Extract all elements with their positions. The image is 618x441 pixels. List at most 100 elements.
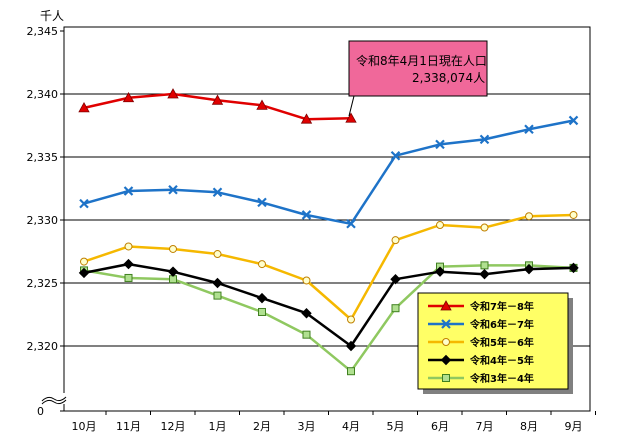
data-point xyxy=(479,134,490,145)
callout-line2: 2,338,074人 xyxy=(412,71,485,85)
data-point xyxy=(434,266,446,277)
legend-label: 令和6年－7年 xyxy=(469,318,534,331)
callout-box xyxy=(348,40,488,97)
x-tick-label: 3月 xyxy=(298,420,316,433)
data-point xyxy=(479,268,490,280)
x-tick-label: 5月 xyxy=(387,420,405,433)
legend-label: 令和4年－5年 xyxy=(469,354,534,367)
y-tick-label: 2,340 xyxy=(27,88,59,101)
data-point xyxy=(211,94,224,105)
data-point xyxy=(480,223,489,232)
series-4 xyxy=(80,261,578,376)
data-point xyxy=(212,277,223,289)
x-tick-label: 11月 xyxy=(116,420,141,433)
legend-item: 令和3年－4年 xyxy=(428,372,534,385)
series-group xyxy=(78,88,579,376)
legend-marker xyxy=(440,354,452,366)
series-line xyxy=(83,264,574,373)
data-point xyxy=(345,340,357,352)
y-tick-label: 2,330 xyxy=(27,214,59,227)
data-point xyxy=(524,124,534,135)
y-tick-label: 2,325 xyxy=(27,277,59,290)
data-point xyxy=(301,308,312,319)
data-point xyxy=(212,187,223,198)
data-point xyxy=(80,257,88,266)
legend-label: 令和3年－4年 xyxy=(469,372,534,385)
x-tick-label: 8月 xyxy=(520,420,538,433)
data-point xyxy=(347,315,355,324)
data-point xyxy=(256,292,268,304)
legend-item: 令和6年－7年 xyxy=(428,318,534,331)
data-point xyxy=(78,102,90,113)
y-tick-label: 2,345 xyxy=(27,25,59,38)
legend-label: 令和5年－6年 xyxy=(469,336,534,349)
data-point xyxy=(167,266,179,277)
data-point xyxy=(213,250,222,259)
legend-label: 令和7年－8年 xyxy=(469,300,534,313)
data-point xyxy=(391,236,400,245)
data-point xyxy=(568,262,579,274)
legend-marker xyxy=(442,374,450,382)
x-tick-label: 9月 xyxy=(565,420,583,433)
x-tick-label: 1月 xyxy=(209,420,227,433)
data-point xyxy=(123,186,134,196)
series-line xyxy=(83,213,574,321)
data-point xyxy=(167,88,179,99)
legend-marker xyxy=(440,300,452,311)
data-point xyxy=(168,184,178,195)
data-point xyxy=(300,113,313,124)
data-point xyxy=(78,267,90,279)
y-tick-label: 2,320 xyxy=(27,340,59,353)
data-point xyxy=(345,112,357,123)
data-point xyxy=(436,221,444,230)
data-point xyxy=(391,304,400,313)
legend-item: 令和5年－6年 xyxy=(428,336,534,349)
x-axis-ticks: 10月 11月 12月 1月 2月 3月 4月 5月 6月 7月 8月 9月 xyxy=(72,411,596,433)
data-point xyxy=(569,210,578,219)
series-1 xyxy=(79,115,579,229)
y-axis-ticks: 2,320 2,325 2,330 2,335 2,340 2,345 0 xyxy=(27,25,59,418)
x-tick-label: 4月 xyxy=(342,420,360,433)
data-point xyxy=(123,258,134,270)
data-point xyxy=(213,291,222,300)
data-point xyxy=(302,330,311,339)
series-3 xyxy=(78,258,579,352)
data-point xyxy=(79,198,89,209)
y-axis-unit-label: 千人 xyxy=(40,9,64,23)
data-point xyxy=(169,244,177,253)
x-tick-label: 12月 xyxy=(161,420,186,433)
x-tick-label: 6月 xyxy=(431,420,449,433)
data-point xyxy=(568,115,579,126)
data-point xyxy=(257,197,267,208)
population-callout: 令和8年4月1日現在人口 2,338,074人 xyxy=(348,40,488,117)
callout-line1: 令和8年4月1日現在人口 xyxy=(356,53,487,68)
data-point xyxy=(122,91,135,103)
x-tick-label: 10月 xyxy=(72,420,97,433)
series-line xyxy=(83,119,574,226)
legend-marker xyxy=(442,338,450,346)
y-tick-label-zero: 0 xyxy=(37,405,44,418)
data-point xyxy=(346,219,356,229)
data-point xyxy=(301,210,312,220)
x-tick-label: 7月 xyxy=(476,420,494,433)
x-tick-label: 2月 xyxy=(253,420,271,433)
data-point xyxy=(124,273,133,282)
data-point xyxy=(124,242,133,251)
legend-item: 令和4年－5年 xyxy=(428,354,534,367)
series-2 xyxy=(80,210,578,324)
data-point xyxy=(347,367,355,376)
data-point xyxy=(435,139,445,150)
legend-item: 令和7年－8年 xyxy=(428,300,534,313)
data-point xyxy=(525,212,533,221)
axis-break-icon xyxy=(40,393,70,405)
data-point xyxy=(258,307,266,316)
data-point xyxy=(258,260,266,269)
data-point xyxy=(302,276,311,285)
y-tick-label: 2,335 xyxy=(27,151,59,164)
data-point xyxy=(256,99,268,110)
data-point xyxy=(390,274,401,285)
data-point xyxy=(523,263,535,275)
data-point xyxy=(480,261,489,270)
